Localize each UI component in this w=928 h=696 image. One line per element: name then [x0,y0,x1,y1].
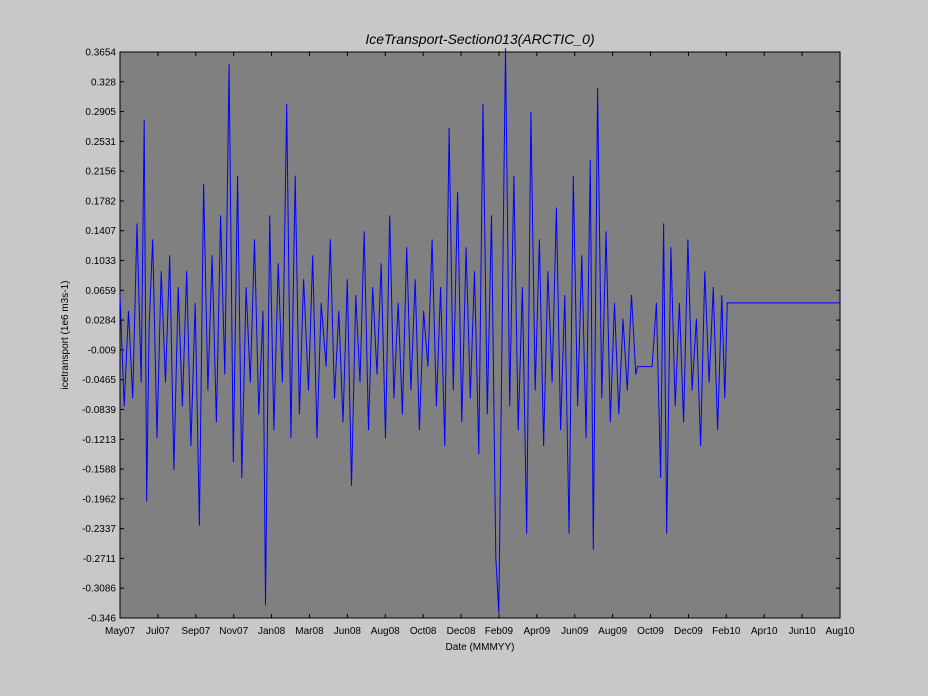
x-tick-label: Apr09 [523,626,550,637]
y-tick-label: -0.3086 [82,584,116,595]
x-tick-label: Jul07 [146,626,170,637]
x-tick-label: Jun08 [334,626,362,637]
y-tick-label: -0.346 [88,614,117,625]
x-tick-label: May07 [105,626,135,637]
y-tick-label: 0.1033 [85,256,116,267]
x-tick-label: Oct09 [637,626,664,637]
x-tick-label: Jun09 [561,626,589,637]
chart-title: IceTransport-Section013(ARCTIC_0) [365,31,594,47]
x-tick-label: Jan08 [258,626,286,637]
x-tick-label: Feb10 [712,626,741,637]
x-axis-title: Date (MMMYY) [446,642,515,653]
y-tick-label: 0.2156 [85,167,116,178]
x-tick-label: Sep07 [181,626,210,637]
x-tick-label: Aug10 [826,626,855,637]
y-tick-label: -0.0465 [82,375,116,386]
x-tick-label: Apr10 [751,626,778,637]
y-tick-label: 0.328 [91,77,116,88]
x-axis: May07 Jul07 Sep07 Nov07 Jan08 Mar08 Jun08 Aug08… [105,52,855,637]
y-tick-label: 0.1407 [85,226,116,237]
y-axis-title: icetransport (1e6 m3s-1) [60,281,71,390]
x-tick-label: Dec09 [674,626,703,637]
y-axis: 0.3654 0.328 0.2905 0.2531 0.2156 0.1782 0.140… [82,48,840,625]
y-tick-label: -0.0839 [82,405,116,416]
series-line [119,48,840,614]
y-tick-label: 0.1782 [85,196,116,207]
x-tick-label: Aug08 [371,626,400,637]
y-tick-label: -0.2711 [83,554,117,565]
x-tick-label: Feb09 [485,626,514,637]
y-tick-label: -0.009 [88,345,117,356]
y-tick-label: 0.3654 [85,48,116,59]
y-tick-label: -0.1213 [82,435,116,446]
y-tick-label: -0.1588 [82,465,116,476]
x-tick-label: Dec08 [447,626,476,637]
y-tick-label: 0.0659 [85,286,116,297]
y-tick-label: -0.1962 [82,494,116,505]
x-tick-label: Mar08 [295,626,324,637]
x-tick-label: Aug09 [598,626,627,637]
y-tick-label: 0.2905 [85,107,116,118]
x-tick-label: Oct08 [410,626,437,637]
y-tick-label: 0.0284 [85,316,116,327]
y-tick-label: -0.2337 [82,524,116,535]
x-tick-label: Jun10 [788,626,816,637]
x-tick-label: Nov07 [219,626,248,637]
y-tick-label: 0.2531 [85,137,116,148]
